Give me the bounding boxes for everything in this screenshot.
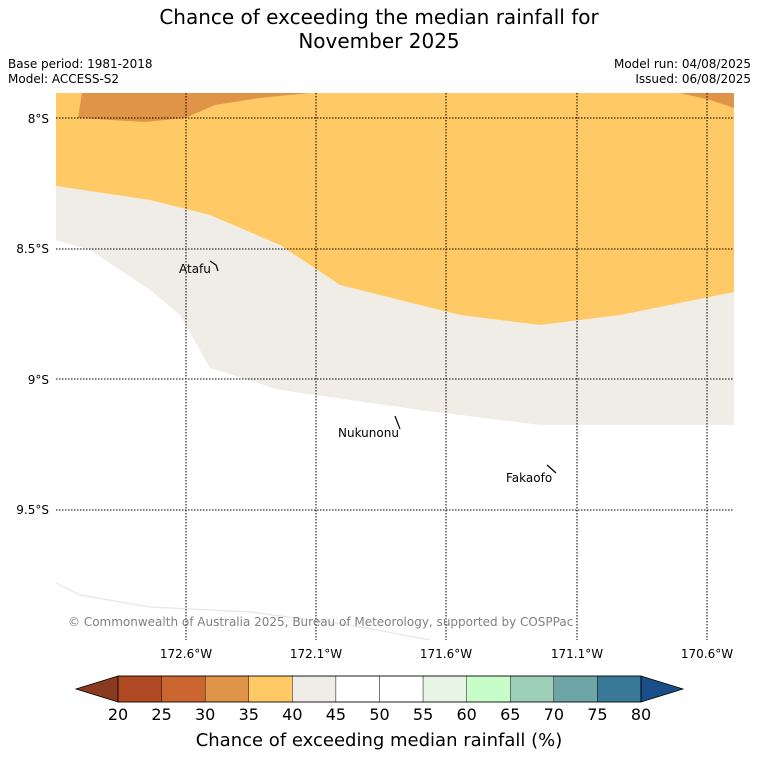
- title-line-2: November 2025: [298, 29, 460, 53]
- latitude-labels: 8°S 8.5°S 9°S 9.5°S: [16, 112, 49, 517]
- colorbar-ticks: 20 25 30 35 40 45 50 55 60 65 70 75 80: [0, 705, 758, 725]
- lon-label: 171.1°W: [551, 647, 603, 661]
- band-30-35-west: [78, 93, 310, 122]
- gridlines: [56, 93, 734, 640]
- colorbar-segment: [466, 675, 511, 703]
- lat-label: 9.5°S: [16, 503, 49, 517]
- colorbar-tick-label: 40: [282, 705, 303, 724]
- place-label-atafu: Atafu: [179, 262, 211, 276]
- longitude-labels: 172.6°W 172.1°W 171.6°W 171.1°W 170.6°W: [160, 647, 733, 661]
- colorbar-segment: [597, 675, 642, 703]
- place-label-nukunonu: Nukunonu: [338, 426, 399, 440]
- title-line-1: Chance of exceeding the median rainfall …: [159, 5, 599, 29]
- fakaofo-atoll: [546, 464, 557, 474]
- colorbar: [74, 675, 685, 703]
- colorbar-segment: [379, 675, 424, 703]
- colorbar-segment: [248, 675, 293, 703]
- place-label-fakaofo: Fakaofo: [506, 471, 552, 485]
- colorbar-extend-low: [74, 675, 119, 703]
- map-title: Chance of exceeding the median rainfall …: [0, 5, 758, 53]
- meta-right: Model run: 04/08/2025 Issued: 06/08/2025: [614, 57, 751, 87]
- colorbar-tick-label: 45: [325, 705, 347, 724]
- colorbar-outline: [117, 675, 642, 703]
- map-area: Atafu Nukunonu Fakaofo © Commonwealth of…: [56, 93, 734, 640]
- band-30-35-east: [680, 93, 734, 108]
- faint-coastline: [56, 582, 431, 640]
- colorbar-tick-label: 50: [369, 705, 390, 724]
- base-period: Base period: 1981-2018: [8, 57, 153, 71]
- lon-label: 172.6°W: [160, 647, 212, 661]
- colorbar-segment: [117, 675, 162, 703]
- colorbar-tick-label: 65: [500, 705, 521, 724]
- band-35-40: [56, 93, 734, 325]
- nukunonu-atoll: [394, 415, 401, 430]
- lon-label: 172.1°W: [290, 647, 342, 661]
- colorbar-tick-label: 55: [412, 705, 434, 724]
- lat-label: 8°S: [28, 112, 49, 126]
- colorbar-tick-label: 35: [238, 705, 259, 724]
- colorbar-tick-label: 20: [107, 705, 129, 724]
- colorbar-tick-label: 25: [151, 705, 172, 724]
- colorbar-segment: [292, 675, 337, 703]
- colorbar-tick-label: 80: [630, 705, 652, 724]
- band-40-45: [56, 186, 734, 425]
- colorbar-segment: [510, 675, 555, 703]
- colorbar-segment: [204, 675, 249, 703]
- atafu-atoll: [209, 260, 219, 272]
- lat-label: 8.5°S: [16, 242, 49, 256]
- colorbar-tick-label: 30: [194, 705, 216, 724]
- copyright-notice: © Commonwealth of Australia 2025, Bureau…: [68, 615, 573, 629]
- colorbar-tick-label: 75: [587, 705, 608, 724]
- colorbar-tick-label: 60: [456, 705, 477, 724]
- colorbar-extend-high: [640, 675, 685, 703]
- model-run: Model run: 04/08/2025: [613, 57, 751, 71]
- issued-date: Issued: 06/08/2025: [635, 72, 751, 86]
- colorbar-segment: [553, 675, 598, 703]
- colorbar-segment: [422, 675, 467, 703]
- meta-left: Base period: 1981-2018 Model: ACCESS-S2: [8, 57, 153, 87]
- colorbar-segment: [335, 675, 380, 703]
- lon-label: 170.6°W: [681, 647, 733, 661]
- lat-label: 9°S: [28, 373, 49, 387]
- colorbar-title: Chance of exceeding median rainfall (%): [195, 730, 563, 751]
- lon-label: 171.6°W: [420, 647, 472, 661]
- colorbar-tick-label: 70: [543, 705, 565, 724]
- colorbar-segment: [161, 675, 206, 703]
- model-name: Model: ACCESS-S2: [8, 72, 120, 86]
